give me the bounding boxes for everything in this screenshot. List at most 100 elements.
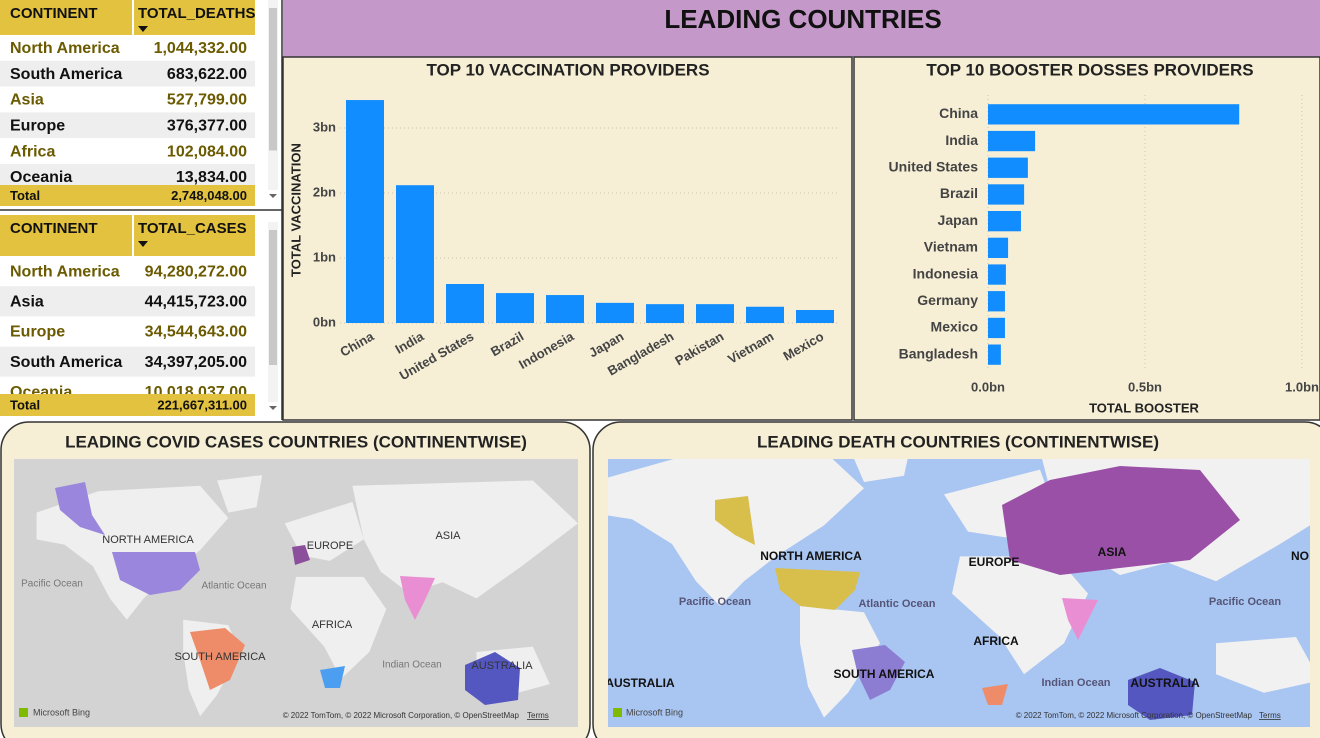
y-tick-label: Germany <box>917 292 978 308</box>
y-tick-label: India <box>945 132 978 148</box>
map-label: Atlantic Ocean <box>201 581 266 592</box>
region <box>715 496 755 545</box>
total-label: Total <box>10 188 40 203</box>
table-row <box>0 138 255 164</box>
map-label: Pacific Ocean <box>1209 596 1281 608</box>
map-label: NORTH AMERICA <box>760 549 862 563</box>
cell: Asia <box>10 92 44 109</box>
column-header: CONTINENT <box>10 220 98 237</box>
cell: Oceania <box>10 384 72 401</box>
table-row <box>0 60 255 87</box>
region <box>55 482 105 535</box>
cell: 102,084.00 <box>167 143 247 160</box>
map-brand: Microsoft Bing <box>33 707 90 717</box>
map-label: AFRICA <box>973 634 1019 648</box>
cell: 34,544,643.00 <box>145 324 247 341</box>
chart-title: TOP 10 BOOSTER DOSSES PROVIDERS <box>926 60 1253 79</box>
cell: North America <box>10 40 120 57</box>
bar <box>446 284 484 323</box>
axis-title: TOTAL VACCINATION <box>288 143 303 277</box>
y-tick-label: Japan <box>938 212 978 228</box>
map-title: LEADING COVID CASES COUNTRIES (CONTINENT… <box>65 432 527 451</box>
map-label: AUSTRALIA <box>1130 676 1200 690</box>
y-tick-label: 3bn <box>313 119 336 134</box>
map-label: Atlantic Ocean <box>858 598 935 610</box>
map-label: Pacific Ocean <box>679 596 751 608</box>
map-label: AUSTRALIA <box>605 676 675 690</box>
sort-arrow <box>138 26 148 32</box>
total-value: 2,748,048.00 <box>171 188 247 203</box>
bar <box>988 184 1025 205</box>
table-row <box>0 164 255 185</box>
region <box>1128 668 1195 720</box>
bing-logo <box>19 708 28 717</box>
bar <box>988 104 1240 125</box>
map-label: AFRICA <box>312 619 353 631</box>
region <box>775 568 860 610</box>
bar <box>546 295 584 323</box>
map-label: EUROPE <box>307 540 353 552</box>
table-row <box>0 35 255 61</box>
map-brand: Microsoft Bing <box>626 707 683 717</box>
header-bar <box>283 0 1320 57</box>
bar <box>796 310 834 323</box>
cell: Africa <box>10 143 55 160</box>
cell: 527,799.00 <box>167 92 247 109</box>
x-tick-label: 1.0bn <box>1285 379 1319 394</box>
bing-logo <box>613 708 622 717</box>
cell: South America <box>10 66 122 83</box>
table-row <box>0 256 255 287</box>
map-terms[interactable]: Terms <box>1259 711 1281 720</box>
map-attribution: © 2022 TomTom, © 2022 Microsoft Corporat… <box>283 711 520 720</box>
region <box>1002 466 1240 575</box>
table-row <box>0 376 255 394</box>
region <box>400 576 435 620</box>
cell: Europe <box>10 118 65 135</box>
bar <box>988 291 1005 312</box>
cell: Asia <box>10 294 44 311</box>
sort-arrow <box>138 241 148 247</box>
map <box>608 459 1310 727</box>
map-label: SOUTH AMERICA <box>174 651 266 663</box>
bar <box>596 302 634 323</box>
cell: South America <box>10 354 122 371</box>
map-title: LEADING DEATH COUNTRIES (CONTINENTWISE) <box>757 432 1159 451</box>
map-label: ASIA <box>1098 545 1127 559</box>
table-total <box>0 185 255 206</box>
table-total <box>0 394 255 416</box>
table-row <box>0 86 255 113</box>
x-tick-label: 0.5bn <box>1128 379 1162 394</box>
axis-title: TOTAL BOOSTER <box>1089 400 1199 415</box>
map-terms[interactable]: Terms <box>527 711 549 720</box>
cell: Oceania <box>10 169 72 186</box>
scrollbar-thumb <box>269 8 277 151</box>
column-header: CONTINENT <box>10 5 98 22</box>
bar <box>988 237 1009 258</box>
map-label: NORTH AMERICA <box>102 534 194 546</box>
y-tick-label: 0bn <box>313 314 336 329</box>
x-tick-label: 0.0bn <box>971 379 1005 394</box>
y-tick-label: Vietnam <box>924 239 978 255</box>
table-row <box>0 286 255 317</box>
column-header: TOTAL_DEATHS <box>138 5 256 22</box>
map-labels: NORTH AMERICA EUROPE ASIA AFRICA SOUTH AMERI… <box>21 530 533 672</box>
scroll-arrow <box>269 194 277 198</box>
y-tick-label: China <box>939 105 978 121</box>
table-body: North America 1,044,332.00 South America 68… <box>0 35 255 186</box>
column-header: TOTAL_CASES <box>138 220 247 237</box>
total-value: 221,667,311.00 <box>157 397 247 412</box>
bar <box>988 130 1036 152</box>
region <box>190 628 245 690</box>
table-body: North America 94,280,272.00 Asia 44,415,723… <box>0 256 255 401</box>
map-label: AUSTRALIA <box>471 660 533 672</box>
y-tick-label: 1bn <box>313 249 336 264</box>
bar <box>696 304 734 323</box>
cell: 376,377.00 <box>167 118 247 135</box>
bar <box>988 157 1028 178</box>
y-tick-label: Indonesia <box>913 265 979 281</box>
cell: Europe <box>10 324 65 341</box>
bar <box>646 304 684 323</box>
y-tick-label: United States <box>889 158 979 174</box>
region <box>1062 598 1098 640</box>
